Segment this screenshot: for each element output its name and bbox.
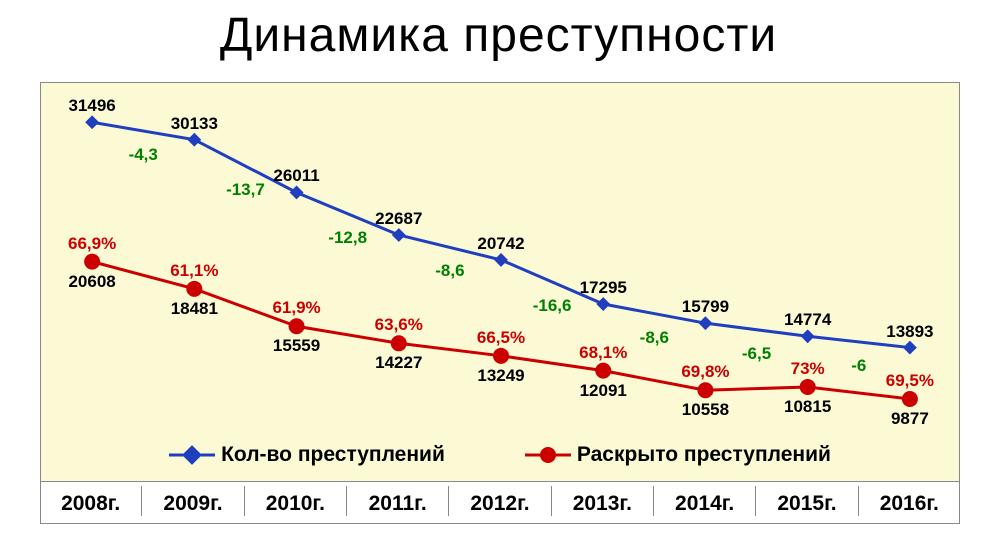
data-label: 10558 xyxy=(682,400,729,420)
data-label: -8,6 xyxy=(640,328,669,348)
chart-plot-area: 31496 30133 26011 22687 20742 17295 15799 14774… xyxy=(40,82,960,482)
data-label: 20742 xyxy=(477,234,524,254)
x-tick: 2013г. xyxy=(551,486,653,516)
x-tick: 2012г. xyxy=(448,486,550,516)
data-label: 30133 xyxy=(171,114,218,134)
data-label: 14774 xyxy=(784,310,831,330)
data-label: 69,5% xyxy=(886,371,934,391)
chart-title: Динамика преступности xyxy=(0,0,997,67)
data-label: 61,9% xyxy=(272,298,320,318)
data-label: 14227 xyxy=(375,353,422,373)
data-label: -13,7 xyxy=(226,180,265,200)
x-tick: 2015г. xyxy=(755,486,857,516)
data-label: 9877 xyxy=(891,409,929,429)
data-label: 10815 xyxy=(784,397,831,417)
data-label: 22687 xyxy=(375,209,422,229)
data-label: 18481 xyxy=(171,299,218,319)
data-label: 66,9% xyxy=(68,234,116,254)
data-label: -6,5 xyxy=(742,344,771,364)
data-label: 20608 xyxy=(68,272,115,292)
data-label: 26011 xyxy=(273,166,319,186)
data-label: -6 xyxy=(851,356,866,376)
data-label: 73% xyxy=(791,359,825,379)
data-label: 66,5% xyxy=(477,328,525,348)
data-label: -4,3 xyxy=(129,145,158,165)
data-label: 63,6% xyxy=(375,315,423,335)
data-label: 12091 xyxy=(580,381,627,401)
chart-legend: Кол-во преступлений Раскрыто преступлени… xyxy=(41,443,959,467)
data-label: -8,6 xyxy=(435,261,464,281)
data-label: 69,8% xyxy=(681,362,729,382)
chart-svg xyxy=(41,83,961,483)
x-tick: 2010г. xyxy=(244,486,346,516)
data-label: 17295 xyxy=(580,278,627,298)
data-label: 13893 xyxy=(886,322,933,342)
x-tick: 2009г. xyxy=(141,486,243,516)
data-label: -12,8 xyxy=(328,228,367,248)
x-tick: 2016г. xyxy=(858,486,960,516)
data-label: 15559 xyxy=(273,336,320,356)
x-axis: 2008г.2009г.2010г.2011г.2012г.2013г.2014… xyxy=(40,486,960,516)
x-tick: 2008г. xyxy=(40,486,141,516)
legend-label-count: Кол-во преступлений xyxy=(221,443,445,467)
data-label: -16,6 xyxy=(533,296,572,316)
x-tick: 2014г. xyxy=(653,486,755,516)
legend-marker-diamond xyxy=(169,445,215,465)
data-label: 68,1% xyxy=(579,343,627,363)
data-label: 31496 xyxy=(68,96,115,116)
data-label: 15799 xyxy=(682,297,729,317)
legend-marker-circle xyxy=(525,445,571,465)
legend-item-count: Кол-во преступлений xyxy=(169,443,445,467)
legend-label-solved: Раскрыто преступлений xyxy=(577,443,831,467)
legend-item-solved: Раскрыто преступлений xyxy=(525,443,831,467)
x-tick: 2011г. xyxy=(346,486,448,516)
data-label: 61,1% xyxy=(170,261,218,281)
data-label: 13249 xyxy=(477,366,524,386)
